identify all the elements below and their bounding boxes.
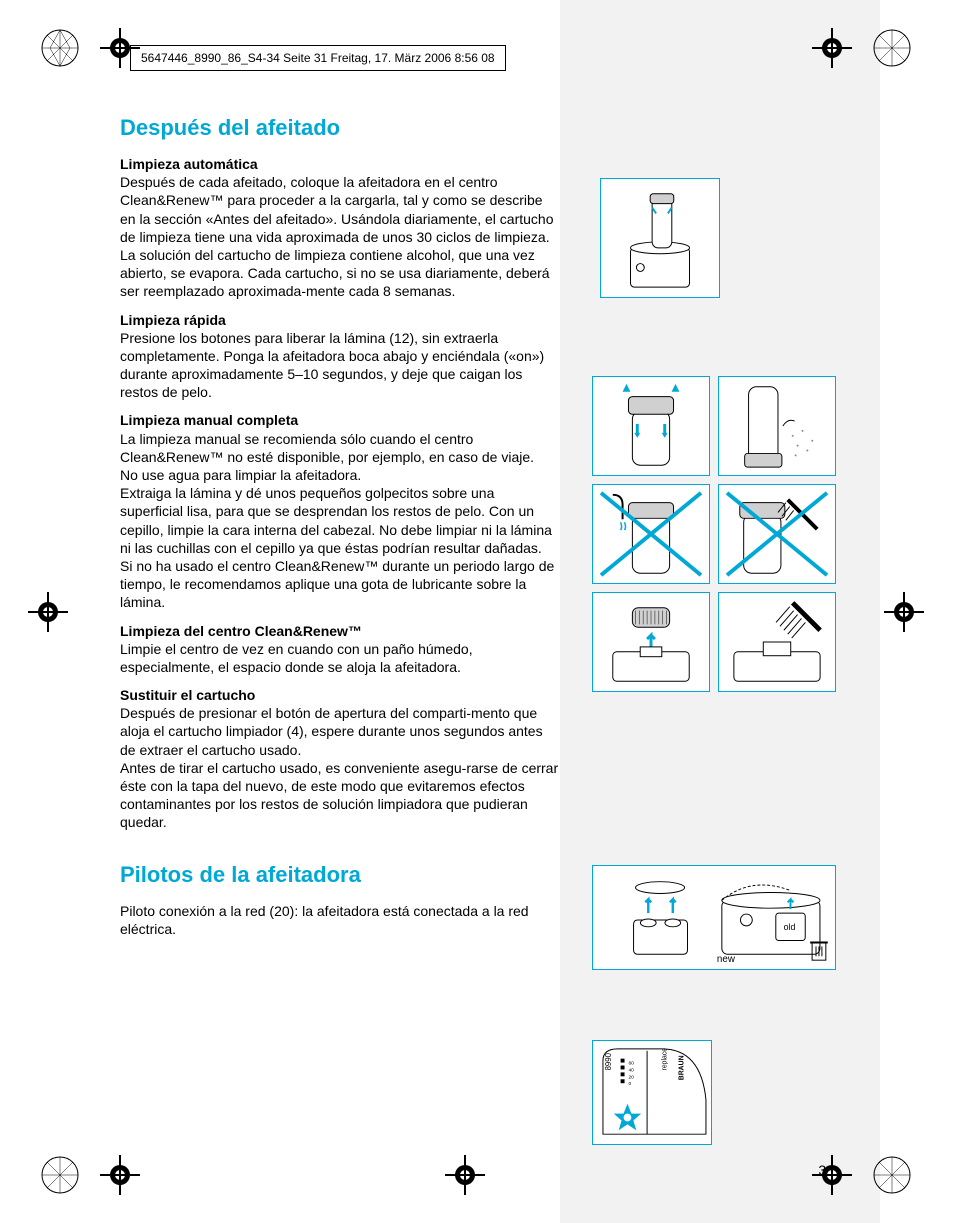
figure-remove-foil [592,592,710,692]
svg-text:new: new [717,954,736,965]
crosshair-icon [812,1155,852,1195]
reg-mark-icon [40,28,80,68]
figure-replace-cartridge: old new [592,865,836,970]
figure-tap-residue [718,376,836,476]
crosshair-icon [28,592,68,632]
crosshair-icon [445,1155,485,1195]
svg-text:replace: replace [662,1048,669,1071]
reg-mark-icon [872,28,912,68]
page: 5647446_8990_86_S4-34 Seite 31 Freitag, … [0,0,954,1223]
subsection-title: Limpieza manual completa [120,411,560,429]
subsection-title: Limpieza rápida [120,311,560,329]
main-content: Después del afeitado Limpieza automática… [120,115,560,948]
header-text: 5647446_8990_86_S4-34 Seite 31 Freitag, … [141,51,495,65]
subsection-title: Limpieza automática [120,155,560,173]
crosshair-icon [884,592,924,632]
body-text: Después de cada afeitado, coloque la afe… [120,173,560,300]
section-title: Pilotos de la afeitadora [120,862,560,888]
svg-text:old: old [784,922,796,932]
figure-release-foil [592,376,710,476]
figure-no-water [592,484,710,584]
svg-text:BRAUN: BRAUN [678,1055,685,1080]
svg-text:60: 60 [628,1061,634,1067]
crosshair-icon [812,28,852,68]
figure-led-indicator: 8990 60 40 20 0 replace BRAUN [592,1040,712,1145]
body-text: Después de presionar el botón de apertur… [120,704,560,831]
section-title: Después del afeitado [120,115,560,141]
svg-text:0: 0 [628,1081,631,1087]
figure-brush-inside [718,592,836,692]
figure-shaver-in-base [600,178,720,298]
svg-text:8990: 8990 [604,1052,613,1070]
crosshair-icon [100,1155,140,1195]
subsection-title: Limpieza del centro Clean&Renew™ [120,622,560,640]
body-text: Limpie el centro de vez en cuando con un… [120,640,560,676]
body-text: Piloto conexión a la red (20): la afeita… [120,902,560,938]
body-text: Presione los botones para liberar la lám… [120,329,560,402]
svg-text:20: 20 [628,1074,634,1080]
header-meta: 5647446_8990_86_S4-34 Seite 31 Freitag, … [130,45,506,71]
reg-mark-icon [40,1155,80,1195]
subsection-title: Sustituir el cartucho [120,686,560,704]
reg-mark-icon [872,1155,912,1195]
figure-no-brush-foil [718,484,836,584]
svg-text:40: 40 [628,1067,634,1073]
body-text: La limpieza manual se recomienda sólo cu… [120,430,560,612]
crosshair-icon [100,28,140,68]
